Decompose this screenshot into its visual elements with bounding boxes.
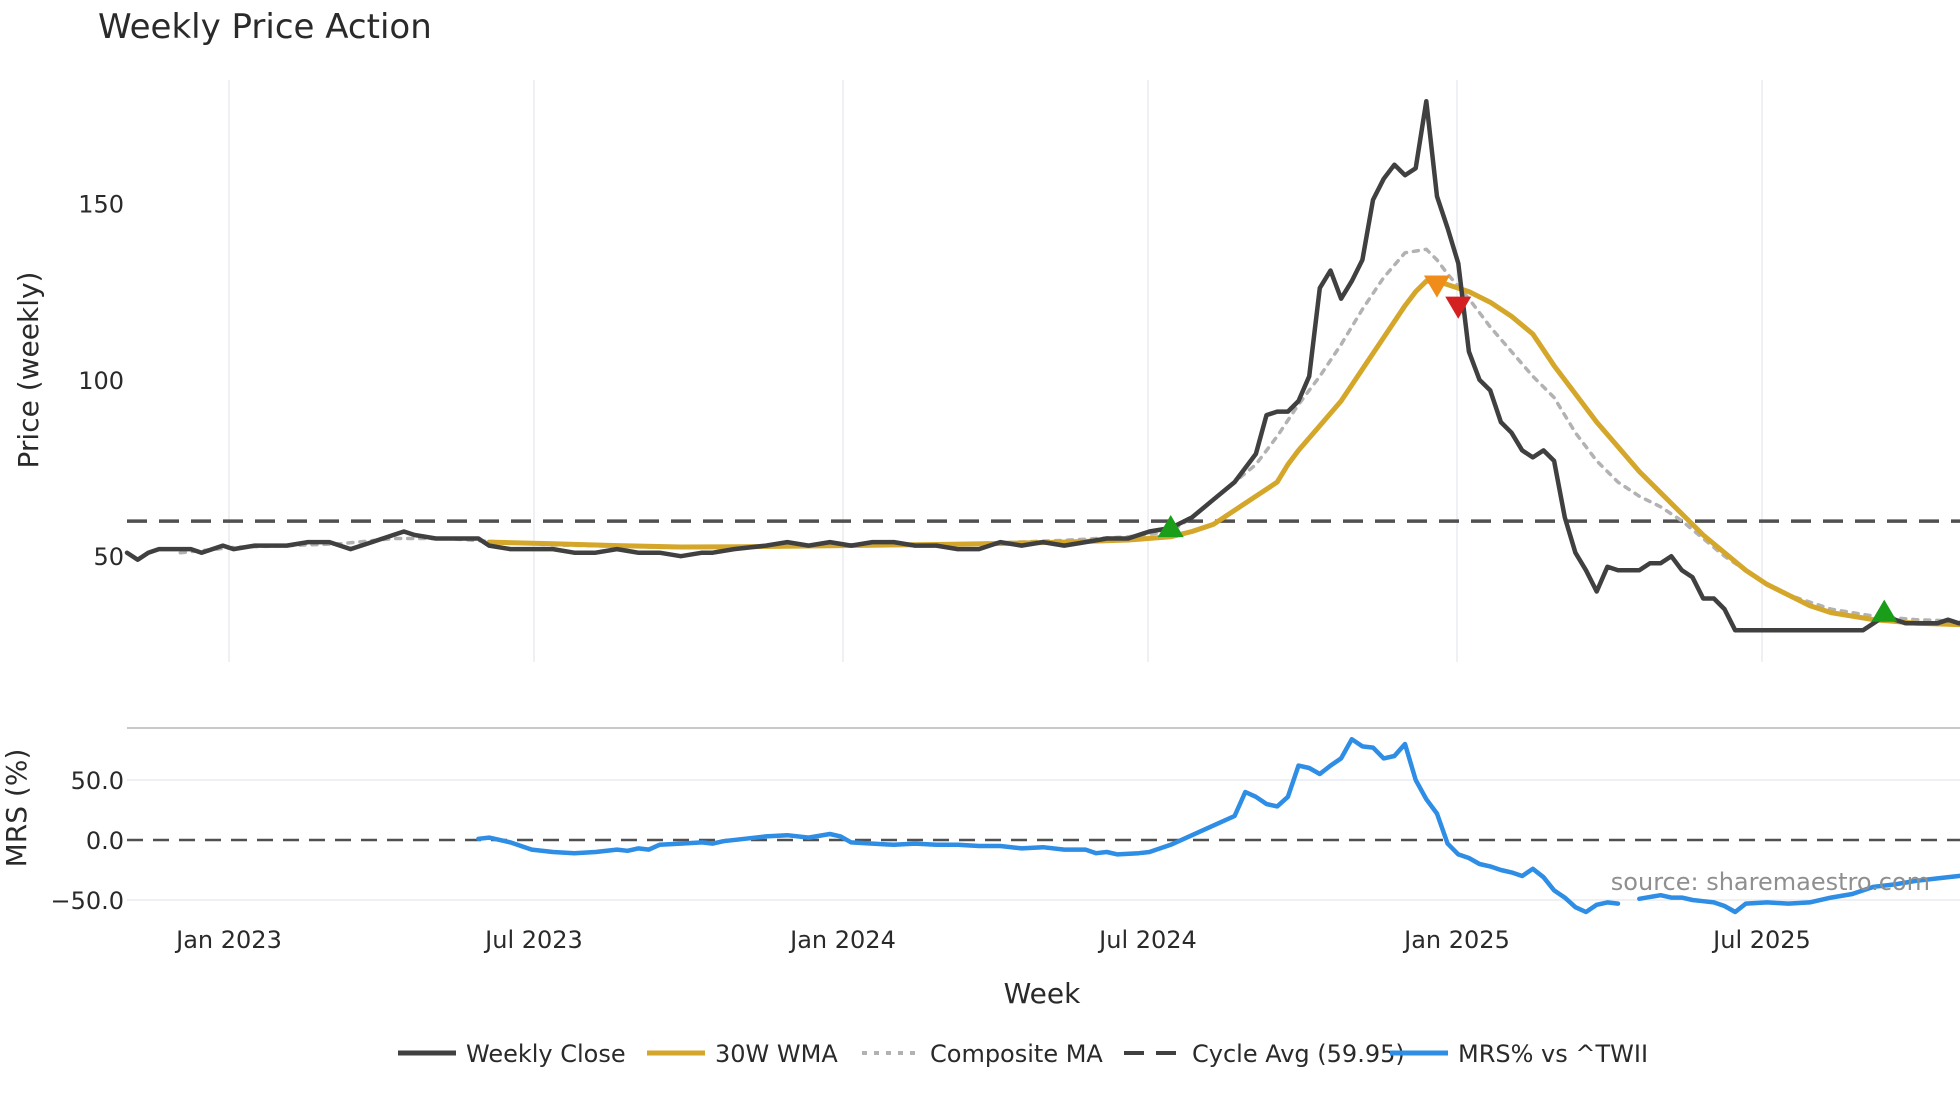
legend: Weekly Close 30W WMA Composite MA Cycle Avg… <box>398 1040 1648 1068</box>
series-line-mrs <box>476 736 1621 915</box>
x-tick-label: Jan 2025 <box>1402 926 1510 954</box>
price-y-ticks: 50 100 150 <box>78 190 124 571</box>
series-line-composite-ma <box>178 247 1960 624</box>
price-y-axis-label: Price (weekly) <box>12 272 45 469</box>
series-line-30w-wma <box>486 278 1960 628</box>
mrs-gridlines <box>127 779 1960 901</box>
x-axis-ticks: Jan 2023 Jul 2023 Jan 2024 Jul 2024 Jan 2025… <box>174 926 1811 954</box>
mrs-y-tick-label: 0.0 <box>86 827 124 855</box>
mrs-y-axis-label: MRS (%) <box>0 749 33 868</box>
legend-label: 30W WMA <box>715 1040 838 1068</box>
series-line-mrs <box>1637 873 1960 915</box>
legend-label: Cycle Avg (59.95) <box>1192 1040 1405 1068</box>
mrs-panel: 50.0 0.0 −50.0 MRS (%) source: sharemaestr… <box>0 727 1960 915</box>
x-tick-label: Jul 2025 <box>1711 926 1811 954</box>
price-y-tick-label: 100 <box>78 367 124 395</box>
sell-signal-marker <box>1445 296 1472 319</box>
price-panel: 50 100 150 Price (weekly) <box>12 80 1960 662</box>
x-tick-label: Jul 2023 <box>483 926 583 954</box>
price-gridlines <box>228 80 1763 662</box>
buy-signal-marker <box>1157 514 1184 538</box>
source-annotation: source: sharemaestro.com <box>1611 868 1930 896</box>
mrs-y-tick-label: 50.0 <box>71 767 124 795</box>
sell-signal-marker <box>1423 275 1450 298</box>
x-tick-label: Jul 2024 <box>1097 926 1197 954</box>
mrs-y-ticks: 50.0 0.0 −50.0 <box>50 767 124 915</box>
chart-title: Weekly Price Action <box>98 7 432 47</box>
x-tick-label: Jan 2024 <box>788 926 896 954</box>
signal-markers <box>1157 275 1898 622</box>
price-y-tick-label: 150 <box>78 190 124 218</box>
mrs-series-group <box>476 736 1960 915</box>
legend-label: Composite MA <box>930 1040 1103 1068</box>
x-tick-label: Jan 2023 <box>174 926 282 954</box>
series-line-weekly-close <box>124 98 1960 633</box>
buy-signal-marker <box>1871 599 1898 622</box>
legend-label: Weekly Close <box>466 1040 626 1068</box>
legend-label: MRS% vs ^TWII <box>1458 1040 1648 1068</box>
price-series-group <box>124 98 1960 633</box>
mrs-y-tick-label: −50.0 <box>50 887 124 915</box>
price-y-tick-label: 50 <box>93 543 124 571</box>
x-axis-label: Week <box>1004 977 1081 1010</box>
